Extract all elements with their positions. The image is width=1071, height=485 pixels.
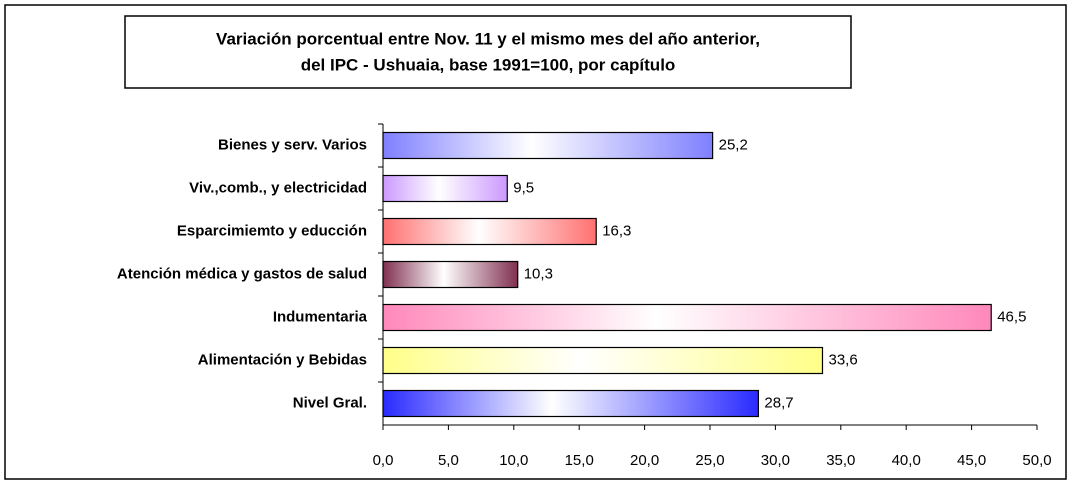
y-tick-label: Alimentación y Bebidas [198, 351, 367, 368]
data-label: 33,6 [828, 351, 857, 368]
y-tick-label: Bienes y serv. Varios [218, 136, 367, 153]
data-label: 25,2 [719, 136, 748, 153]
bar [382, 303, 992, 332]
y-tick-label: Viv.,comb., y electricidad [189, 179, 367, 196]
x-tick-label: 30,0 [761, 452, 790, 469]
y-tick-label: Indumentaria [273, 308, 368, 325]
x-tick-label: 5,0 [438, 452, 459, 469]
x-tick-label: 15,0 [565, 452, 594, 469]
x-tick-label: 35,0 [826, 452, 855, 469]
x-tick-label: 50,0 [1022, 452, 1051, 469]
x-tick-label: 25,0 [695, 452, 724, 469]
chart-title: del IPC - Ushuaia, base 1991=100, por ca… [301, 55, 676, 74]
x-tick-label: 45,0 [957, 452, 986, 469]
bar [382, 346, 824, 375]
x-tick-label: 0,0 [373, 452, 394, 469]
data-label: 46,5 [997, 308, 1026, 325]
data-label: 28,7 [764, 394, 793, 411]
y-tick-label: Esparcimiemto y educción [177, 222, 367, 239]
chart-title: Variación porcentual entre Nov. 11 y el … [216, 29, 760, 48]
data-label: 16,3 [602, 222, 631, 239]
bar [382, 174, 508, 203]
x-tick-label: 20,0 [630, 452, 659, 469]
y-tick-label: Atención médica y gastos de salud [117, 265, 367, 282]
title-box [124, 15, 852, 89]
data-label: 9,5 [513, 179, 534, 196]
bar [382, 389, 759, 418]
bar [382, 217, 597, 246]
bar [382, 260, 519, 289]
x-tick-label: 40,0 [892, 452, 921, 469]
y-tick-label: Nivel Gral. [293, 394, 367, 411]
x-tick-label: 10,0 [499, 452, 528, 469]
bar [382, 131, 714, 160]
data-label: 10,3 [524, 265, 553, 282]
